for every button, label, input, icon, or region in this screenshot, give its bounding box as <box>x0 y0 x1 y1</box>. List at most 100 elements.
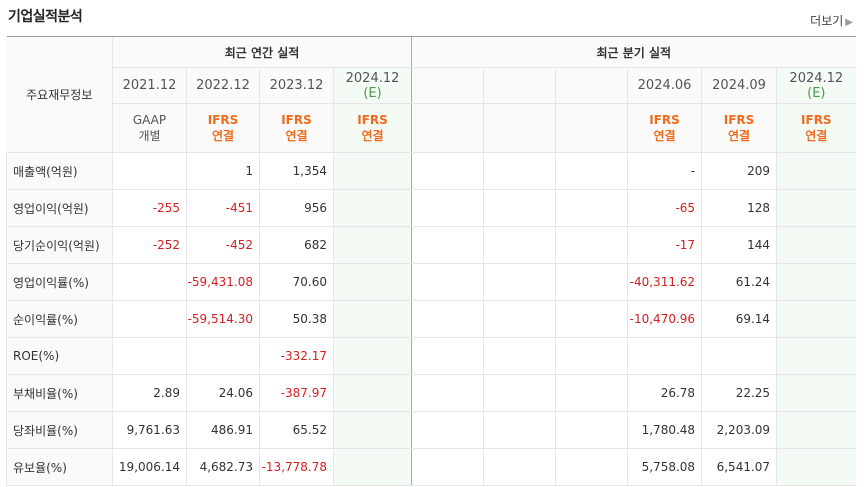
annual-value-cell <box>332 374 413 412</box>
quarter-value-cell <box>411 411 484 449</box>
annual-value-cell: 9,761.63 <box>112 411 187 449</box>
quarter-value-cell: 209 <box>701 152 777 190</box>
quarter-value-cell: 6,541.07 <box>701 448 777 486</box>
more-link[interactable]: 더보기 ▶ <box>810 12 853 29</box>
quarter-value-cell: 2,203.09 <box>701 411 777 449</box>
period-date: 2024.12 <box>789 70 844 86</box>
section-title: 기업실적분석 <box>8 9 83 25</box>
annual-value-cell: 65.52 <box>259 411 334 449</box>
quarter-date-header: 2024.12 (E) <box>776 67 856 104</box>
annual-value-cell <box>332 226 413 264</box>
accounting-standard: IFRS <box>207 113 239 127</box>
consolidation-type: 연결 <box>728 129 751 143</box>
quarter-value-cell <box>483 337 556 375</box>
annual-value-cell: -452 <box>186 226 260 264</box>
quarter-date-header: 2024.09 <box>701 67 777 104</box>
quarter-value-cell <box>411 337 484 375</box>
period-date: 2023.12 <box>269 78 324 93</box>
annual-value-cell: 956 <box>259 189 334 227</box>
consolidation-type: 연결 <box>805 129 828 143</box>
annual-value-cell: -13,778.78 <box>259 448 334 486</box>
consolidation-type: 연결 <box>211 129 235 143</box>
quarter-value-cell <box>411 263 484 301</box>
annual-value-cell: -387.97 <box>259 374 334 412</box>
quarter-date-header <box>483 67 556 104</box>
table-row: 유보율(%) 19,006.14 4,682.73 -13,778.78 5,758.0… <box>6 448 856 486</box>
quarter-value-cell <box>555 152 628 190</box>
table-row: 순이익률(%) -59,514.30 50.38 -10,470.96 69.14 <box>6 300 856 338</box>
annual-value-cell <box>332 263 413 301</box>
accounting-standard: IFRS <box>801 113 832 127</box>
quarter-value-cell <box>776 189 856 227</box>
quarter-standard-header <box>555 103 628 153</box>
quarter-value-cell <box>411 189 484 227</box>
quarter-value-cell <box>555 337 628 375</box>
quarter-value-cell <box>483 411 556 449</box>
annual-value-cell <box>332 189 413 227</box>
accounting-standard: GAAP <box>132 113 167 127</box>
period-date: 2024.09 <box>712 78 766 93</box>
annual-date-header: 2021.12 <box>112 67 187 104</box>
quarter-value-cell <box>483 152 556 190</box>
annual-value-cell <box>186 337 260 375</box>
row-label: 매출액(억원) <box>6 152 113 190</box>
annual-date-header: 2023.12 <box>259 67 334 104</box>
annual-value-cell <box>332 152 413 190</box>
quarter-value-cell: 69.14 <box>701 300 777 338</box>
quarter-value-cell <box>776 152 856 190</box>
row-label: 영업이익률(%) <box>6 263 113 301</box>
annual-value-cell: 1 <box>186 152 260 190</box>
quarter-value-cell <box>776 300 856 338</box>
annual-value-cell: 24.06 <box>186 374 260 412</box>
quarter-value-cell <box>701 337 777 375</box>
quarter-value-cell: 5,758.08 <box>627 448 702 486</box>
quarter-value-cell <box>776 337 856 375</box>
quarter-value-cell <box>483 189 556 227</box>
quarter-standard-header: IFRS 연결 <box>627 103 702 153</box>
quarter-value-cell: 144 <box>701 226 777 264</box>
annual-date-header: 2024.12 (E) <box>332 67 413 104</box>
quarter-value-cell: -65 <box>627 189 702 227</box>
row-label: ROE(%) <box>6 337 113 375</box>
annual-value-cell: -332.17 <box>259 337 334 375</box>
quarter-value-cell <box>627 337 702 375</box>
annual-value-cell: -252 <box>112 226 187 264</box>
period-date: 2024.06 <box>637 78 692 93</box>
quarter-date-header <box>555 67 628 104</box>
quarter-value-cell <box>483 374 556 412</box>
annual-value-cell <box>332 448 413 486</box>
quarter-value-cell <box>555 226 628 264</box>
quarter-value-cell <box>555 374 628 412</box>
quarter-value-cell: 26.78 <box>627 374 702 412</box>
quarter-standard-header <box>483 103 556 153</box>
period-date: 2024.12 <box>345 70 400 86</box>
quarter-value-cell: 61.24 <box>701 263 777 301</box>
annual-value-cell <box>332 300 413 338</box>
financial-table: 주요재무정보 최근 연간 실적 최근 분기 실적 2021.12 2022.12 2… <box>6 36 856 486</box>
quarter-value-cell <box>555 448 628 486</box>
annual-value-cell <box>112 300 187 338</box>
quarter-value-cell <box>483 448 556 486</box>
annual-value-cell: 4,682.73 <box>186 448 260 486</box>
annual-value-cell: -255 <box>112 189 187 227</box>
quarter-group-header: 최근 분기 실적 <box>411 36 856 68</box>
table-row: 부채비율(%) 2.89 24.06 -387.97 26.78 22.25 <box>6 374 856 412</box>
annual-standard-header: IFRS 연결 <box>259 103 334 153</box>
annual-value-cell <box>332 411 413 449</box>
table-row: 영업이익률(%) -59,431.08 70.60 -40,311.62 61.24 <box>6 263 856 301</box>
quarter-date-header: 2024.06 <box>627 67 702 104</box>
annual-standard-header: IFRS 연결 <box>332 103 413 153</box>
quarter-value-cell <box>411 448 484 486</box>
quarter-value-cell <box>776 226 856 264</box>
row-label: 당기순이익(억원) <box>6 226 113 264</box>
accounting-standard: IFRS <box>357 113 388 127</box>
annual-value-cell <box>112 152 187 190</box>
period-date: 2022.12 <box>196 78 250 93</box>
more-label: 더보기 <box>810 14 844 28</box>
annual-value-cell <box>112 263 187 301</box>
accounting-standard: IFRS <box>281 113 312 127</box>
quarter-value-cell: 22.25 <box>701 374 777 412</box>
consolidation-type: 연결 <box>361 129 384 143</box>
quarter-value-cell: - <box>627 152 702 190</box>
annual-value-cell <box>332 337 413 375</box>
